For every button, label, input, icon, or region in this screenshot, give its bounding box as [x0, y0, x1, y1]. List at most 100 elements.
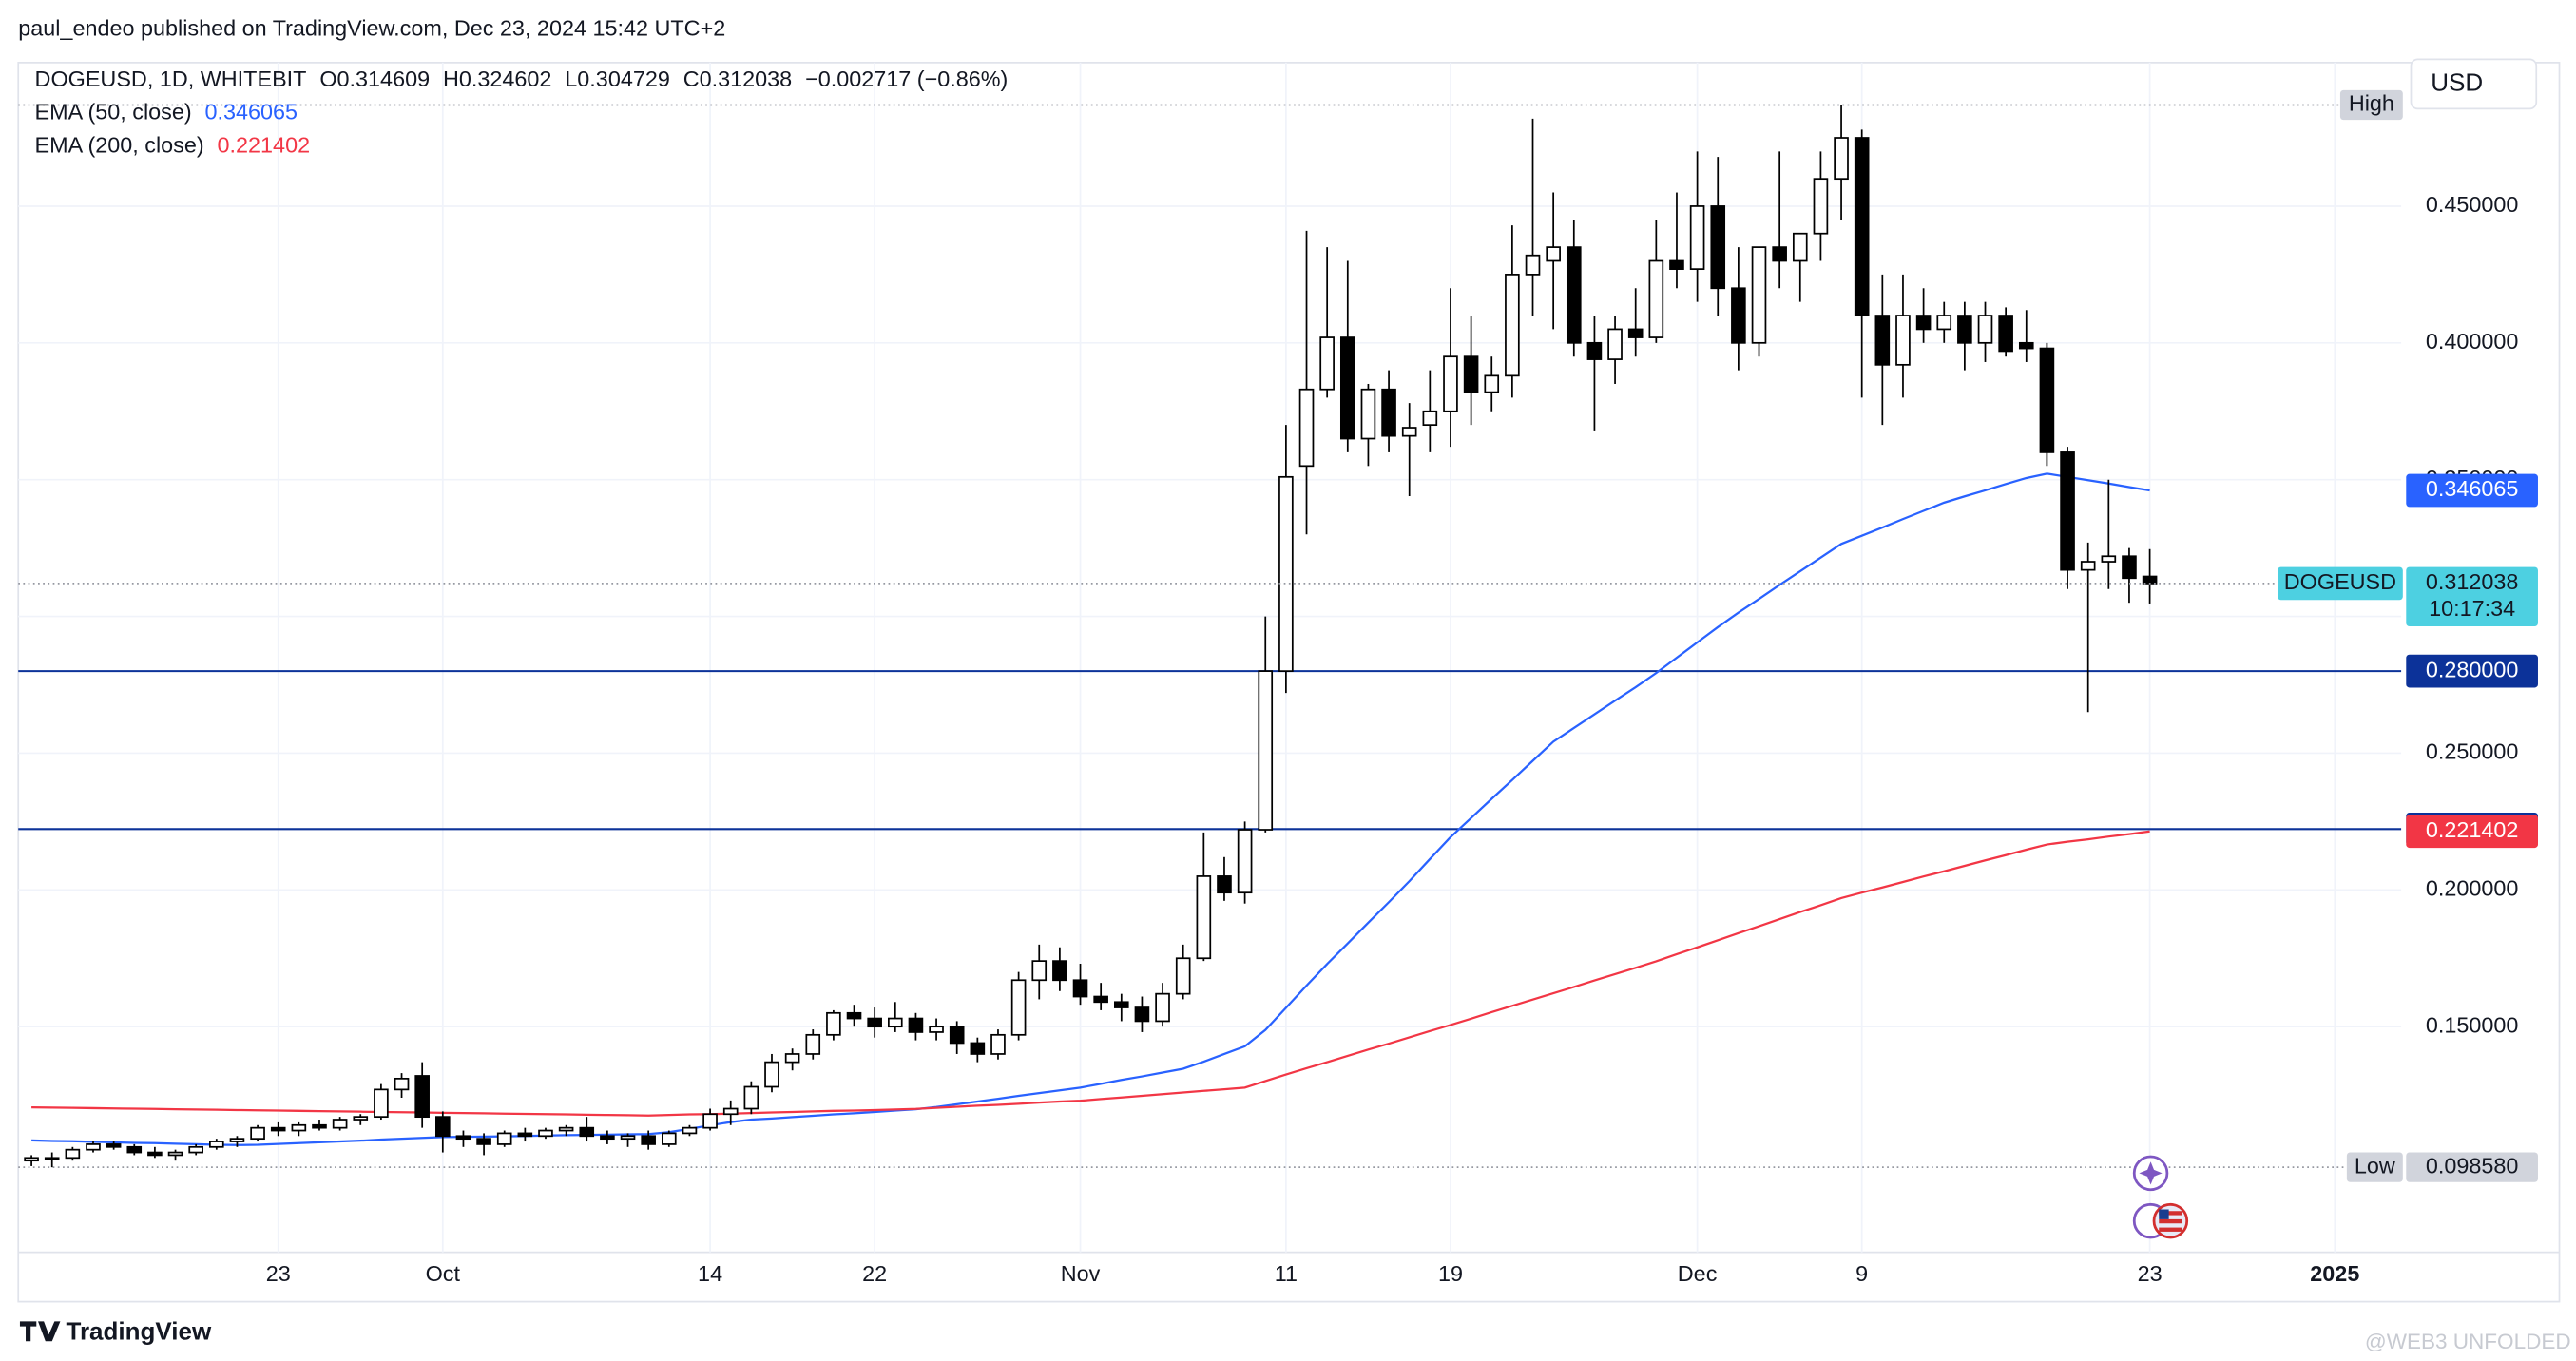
watermark: @WEB3 UNFOLDED — [2365, 1330, 2571, 1353]
candle-body — [1381, 388, 1396, 437]
flag-stripe — [2159, 1227, 2182, 1232]
candle-body — [743, 1085, 759, 1110]
x-tick-label: 19 — [1438, 1261, 1463, 1286]
candle-body — [579, 1126, 595, 1138]
ema-axis-label-box — [2406, 815, 2538, 849]
candle-body — [846, 1011, 862, 1020]
x-tick-label: 14 — [698, 1261, 722, 1286]
candle-body — [722, 1107, 739, 1116]
last-price-name-box — [2278, 566, 2403, 601]
candle-body — [1093, 995, 1108, 1004]
level-label-box — [2406, 654, 2538, 688]
candle-body — [1586, 341, 1603, 360]
candle-body — [1072, 979, 1088, 998]
open-label: O0.314609 — [319, 67, 430, 91]
candle-body — [908, 1017, 924, 1033]
candle-body — [374, 1088, 389, 1119]
candle-body — [86, 1143, 101, 1151]
candle-body — [394, 1077, 410, 1091]
candle-body — [147, 1151, 163, 1157]
candle-body — [1155, 992, 1170, 1023]
candle-body — [24, 1157, 39, 1162]
flag-canton — [2159, 1209, 2169, 1219]
candle-body — [1422, 410, 1438, 427]
x-tick-label: 23 — [266, 1261, 291, 1286]
ema-name: EMA (50, close) — [35, 100, 192, 125]
candle-body — [2080, 561, 2096, 571]
candle-body — [805, 1033, 821, 1055]
candle-body — [2039, 347, 2055, 453]
ema-value: 0.346065 — [205, 100, 298, 125]
candle-body — [1525, 254, 1541, 276]
candle-body — [1566, 246, 1582, 344]
candle-body — [1401, 427, 1417, 437]
candle-body — [1258, 670, 1274, 831]
candle-body — [1443, 355, 1458, 412]
candle-body — [702, 1113, 718, 1129]
candle-body — [312, 1123, 327, 1129]
candle-body — [2018, 341, 2034, 350]
candle-body — [1052, 960, 1067, 982]
candle-body — [1484, 374, 1500, 393]
candle-body — [1710, 205, 1726, 290]
candle-body — [2122, 555, 2137, 580]
chart-frame — [17, 62, 2561, 1303]
candle-body — [1751, 246, 1767, 344]
candle-body — [662, 1132, 677, 1145]
high-label-box — [2339, 89, 2403, 121]
candle-body — [1998, 315, 2013, 353]
y-tick-label: 0.400000 — [2426, 329, 2519, 354]
ema-value: 0.221402 — [218, 132, 311, 157]
candle-body — [167, 1151, 183, 1157]
candle-body — [1813, 178, 1829, 235]
x-tick-label: 9 — [1855, 1261, 1868, 1286]
last-price-countdown: 10:17:34 — [2429, 596, 2515, 621]
candle-body — [1196, 875, 1212, 960]
event-icon-star — [2139, 1161, 2163, 1185]
currency-button[interactable] — [2410, 58, 2538, 110]
ema-legend-entry: EMA (50, close) 0.346065 — [35, 100, 298, 125]
candle-body — [1936, 315, 1952, 331]
last-price-value: 0.312038 — [2426, 569, 2519, 594]
candle-body — [826, 1011, 841, 1036]
candle-body — [353, 1116, 369, 1121]
candle-body — [496, 1132, 512, 1145]
candle-body — [1319, 336, 1335, 391]
currency-label[interactable]: USD — [2431, 67, 2483, 96]
axis-labels: 23 Oct 14 22 Nov 11 19 Dec 9 23 2025 0.150000 0.2000… — [266, 89, 2538, 1286]
candle-body — [1134, 1006, 1150, 1023]
candle-body — [1731, 287, 1746, 344]
candle-body — [600, 1135, 615, 1141]
high-label: H0.324602 — [443, 67, 551, 91]
candle-body — [476, 1138, 491, 1145]
y-tick-label: 0.150000 — [2426, 1012, 2519, 1037]
x-tick-label: 11 — [1275, 1261, 1298, 1286]
x-tick-label: Nov — [1061, 1261, 1101, 1286]
candle-body — [887, 1017, 903, 1028]
candle-body — [784, 1053, 800, 1064]
ema-axis-label-box — [2406, 473, 2538, 508]
candle-body — [1360, 388, 1376, 440]
candle-body — [1546, 246, 1561, 262]
change-label: −0.002717 (−0.86%) — [805, 67, 1008, 91]
level-label: 0.280000 — [2426, 657, 2519, 681]
candle-body — [1874, 315, 1891, 366]
y-tick-label: 0.250000 — [2426, 739, 2519, 764]
published-note: paul_endeo published on TradingView.com,… — [18, 15, 725, 40]
candle-body — [949, 1026, 965, 1045]
candle-body — [990, 1033, 1006, 1055]
last-price-name: DOGEUSD — [2284, 569, 2396, 594]
candle-body — [1792, 232, 1808, 262]
candle-body — [1031, 960, 1048, 982]
candle-body — [1627, 328, 1644, 338]
low-label: Low — [2355, 1153, 2395, 1178]
x-tick-label: 22 — [862, 1261, 887, 1286]
grid — [18, 62, 2402, 1253]
y-tick-label: 0.200000 — [2426, 876, 2519, 901]
candle-body — [250, 1126, 265, 1141]
candle-body — [44, 1157, 60, 1160]
candle-body — [1278, 475, 1294, 672]
last-price-box — [2406, 566, 2538, 627]
